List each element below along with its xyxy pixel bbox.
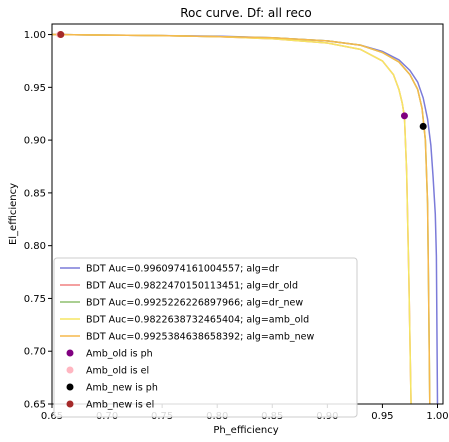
y-tick-label: 0.95	[24, 83, 46, 94]
legend-marker-2	[66, 383, 74, 391]
x-axis-title: Ph_efficiency	[213, 425, 278, 436]
chart-title: Roc curve. Df: all reco	[180, 6, 312, 20]
series-layer	[52, 33, 439, 404]
legend-label: Amb_new is ph	[86, 383, 158, 394]
y-tick-label: 0.90	[24, 136, 46, 147]
x-tick-label: 0.65	[41, 411, 63, 422]
legend-label: Amb_old is el	[86, 366, 149, 377]
legend-marker-0	[66, 349, 74, 357]
legend-label: BDT Auc=0.9925384638658392; alg=amb_new	[86, 332, 315, 343]
point-2	[419, 122, 427, 130]
y-tick-label: 0.85	[24, 188, 46, 199]
points-layer	[56, 31, 427, 130]
y-tick-label: 0.65	[24, 400, 46, 411]
y-tick-label: 0.80	[24, 241, 46, 252]
legend-label: BDT Auc=0.9822470150113451; alg=dr_old	[86, 281, 298, 292]
legend: BDT Auc=0.9960974161004557; alg=dr BDT Au…	[53, 257, 358, 418]
legend-label: Amb_old is ph	[86, 349, 153, 360]
y-axis-title: El_efficiency	[8, 183, 19, 245]
point-0	[400, 112, 408, 120]
legend-label: Amb_new is el	[86, 400, 154, 411]
y-tick-label: 1.00	[24, 30, 46, 41]
legend-label: BDT Auc=0.9822638732465404; alg=amb_old	[86, 315, 309, 326]
legend-box	[53, 257, 358, 418]
legend-label: BDT Auc=0.9960974161004557; alg=dr	[86, 264, 279, 275]
x-tick-label: 0.95	[371, 411, 393, 422]
legend-marker-1	[66, 366, 74, 374]
x-tick-label: 1.00	[426, 411, 448, 422]
legend-marker-3	[66, 400, 74, 408]
y-axis-ticks: 0.65 0.70 0.75 0.80 0.85 0.90 0.95 1.00	[24, 30, 52, 411]
y-tick-label: 0.75	[24, 294, 46, 305]
point-3	[57, 31, 65, 39]
legend-label: BDT Auc=0.9925226226897966; alg=dr_new	[86, 298, 303, 309]
y-tick-label: 0.70	[24, 347, 46, 358]
series-line-4	[52, 33, 431, 404]
